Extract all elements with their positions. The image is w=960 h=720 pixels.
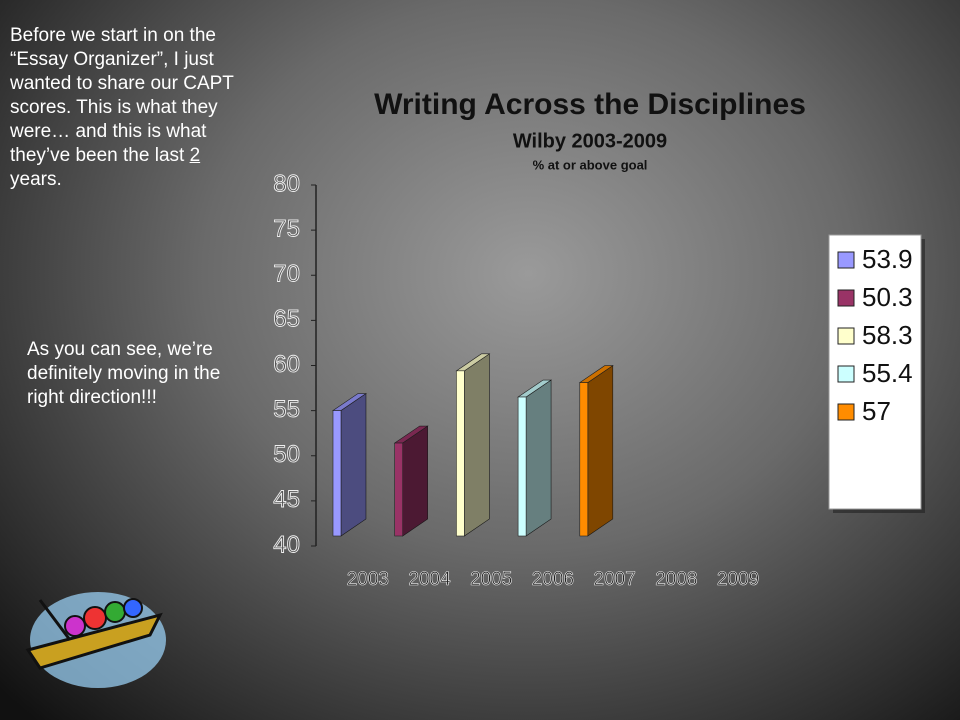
y-tick-label: 75 bbox=[273, 215, 300, 242]
text-part: years. bbox=[10, 169, 62, 190]
bar bbox=[579, 382, 589, 537]
clipart-rower bbox=[104, 601, 126, 623]
bar-side-shade bbox=[464, 353, 490, 536]
x-tick-label: 2004 bbox=[408, 569, 451, 590]
bar-side-shade bbox=[526, 380, 552, 536]
bar-top-shade bbox=[518, 380, 552, 398]
y-tick-label: 45 bbox=[273, 486, 300, 513]
y-tick-label: 55 bbox=[273, 396, 300, 423]
chart-caption: % at or above goal bbox=[533, 157, 648, 172]
y-tick-label: 65 bbox=[273, 306, 300, 333]
bar-top-shade bbox=[394, 426, 428, 444]
conclusion-text: As you can see, we’re definitely moving … bbox=[27, 339, 221, 408]
legend-label: 50.3 bbox=[862, 282, 913, 312]
y-tick-label: 80 bbox=[273, 170, 300, 197]
legend-swatch bbox=[837, 403, 855, 421]
clipart-rower bbox=[83, 606, 107, 630]
text-part: Before we start in on the “Essay Organiz… bbox=[10, 25, 234, 166]
clipart-rower bbox=[123, 598, 143, 618]
bar-side-shade bbox=[402, 426, 428, 536]
bar bbox=[456, 370, 465, 537]
x-tick-label: 2005 bbox=[470, 569, 512, 590]
legend-swatch bbox=[837, 327, 855, 345]
legend-label: 58.3 bbox=[862, 320, 913, 350]
x-tick-label: 2003 bbox=[347, 569, 389, 590]
y-tick-label: 70 bbox=[273, 261, 300, 288]
x-tick-label: 2007 bbox=[594, 569, 636, 590]
y-tick-label: 40 bbox=[273, 531, 300, 558]
bar-top-shade bbox=[333, 393, 366, 411]
legend-label: 53.9 bbox=[862, 244, 913, 274]
bar bbox=[332, 410, 342, 537]
x-tick-label: 2006 bbox=[532, 569, 574, 590]
y-tick-label: 50 bbox=[273, 441, 300, 468]
bar-side-shade bbox=[587, 365, 613, 536]
legend-swatch bbox=[837, 289, 855, 307]
clipart-boat bbox=[25, 612, 163, 670]
chart-title: Writing Across the Disciplines bbox=[374, 88, 806, 121]
bar-top-shade bbox=[579, 365, 613, 383]
bar-top-shade bbox=[456, 353, 490, 371]
text-part: 2 bbox=[189, 145, 201, 166]
legend-swatch bbox=[837, 365, 855, 383]
bar-side-shade bbox=[341, 393, 366, 536]
bar bbox=[394, 442, 404, 537]
intro-text: Before we start in on the “Essay Organiz… bbox=[10, 24, 242, 192]
bar bbox=[517, 396, 527, 537]
x-tick-label: 2009 bbox=[717, 569, 759, 590]
legend-label: 55.4 bbox=[862, 358, 913, 388]
clipart-rower bbox=[64, 615, 86, 637]
y-tick-label: 60 bbox=[273, 351, 300, 378]
x-tick-label: 2008 bbox=[655, 569, 697, 590]
legend-label: 57 bbox=[862, 396, 891, 426]
clipart-oar bbox=[38, 599, 72, 641]
clipart bbox=[25, 592, 166, 688]
chart-subtitle: Wilby 2003-2009 bbox=[513, 130, 667, 152]
legend-swatch bbox=[837, 251, 855, 269]
